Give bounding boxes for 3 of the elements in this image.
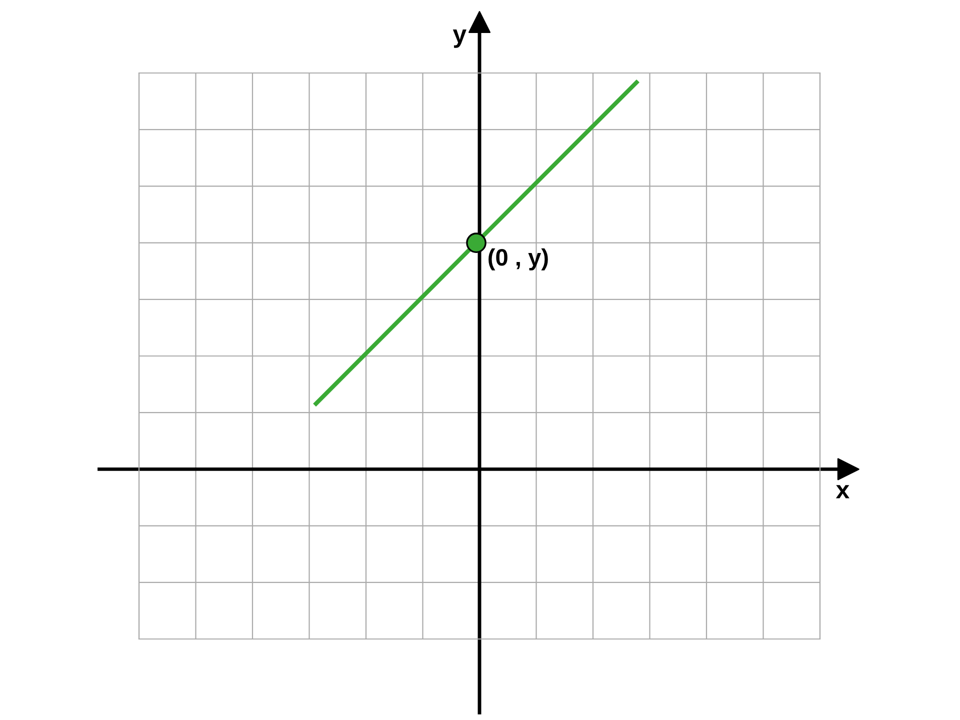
- x-axis-title: x: [836, 485, 850, 498]
- y-axis-title: y: [452, 29, 466, 48]
- annotation: (0 , y): [488, 248, 548, 270]
